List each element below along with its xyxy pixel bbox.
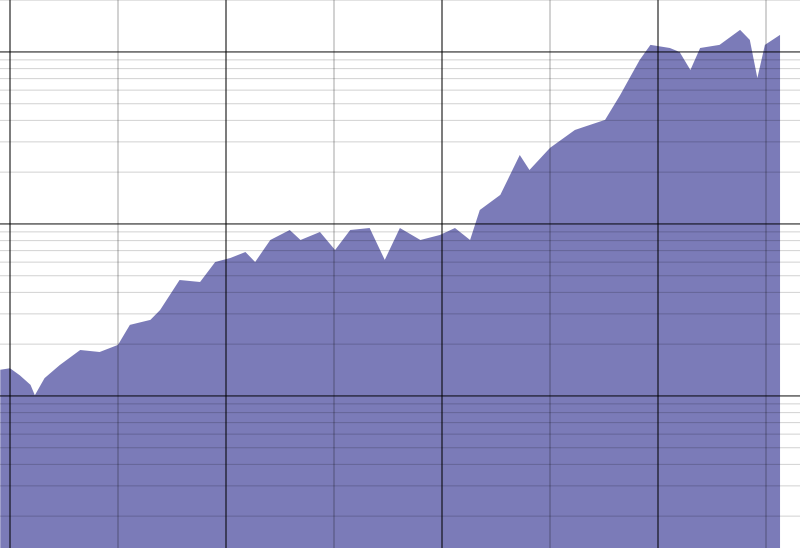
area (0, 29, 781, 548)
